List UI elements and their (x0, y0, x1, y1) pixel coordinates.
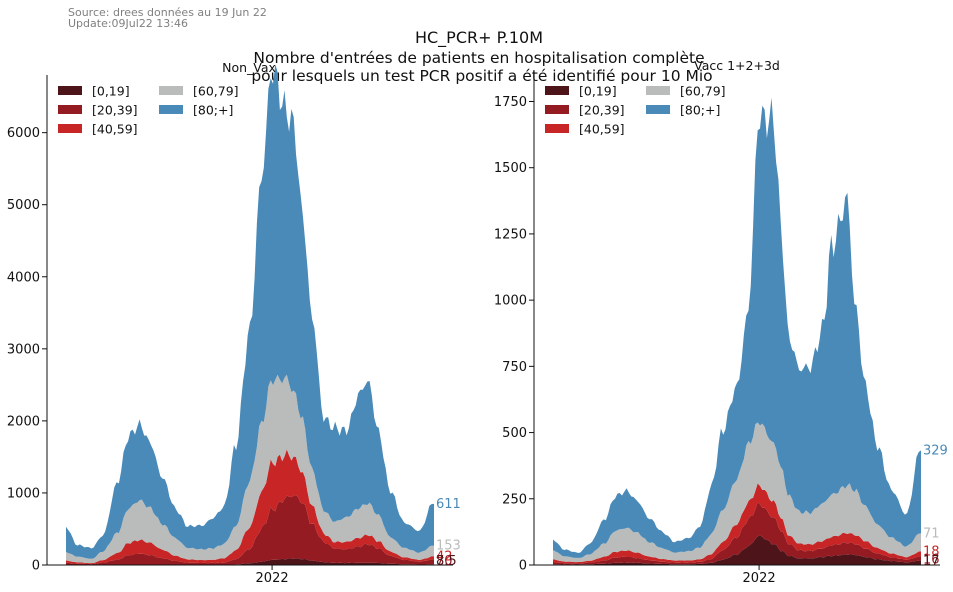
area-60-79 (66, 374, 434, 564)
y-tick-label: 6000 (7, 126, 40, 141)
y-tick-label: 3000 (7, 342, 40, 357)
x-ticks: 2022 (256, 565, 289, 586)
source-line: Source: drees données au 19 Jun 22 (68, 6, 267, 19)
y-tick-label: 1000 (494, 294, 527, 309)
end-label-60-79: 71 (923, 526, 940, 541)
panel-non-vax: 0 1000 2000 3000 4000 5000 6000 2022 Non_Vax [… (7, 60, 461, 586)
legend-swatch-80 (646, 105, 670, 114)
y-ticks: 0 1000 2000 3000 4000 5000 6000 (7, 126, 47, 574)
panel-title: Vacc 1+2+3d (694, 58, 780, 73)
area-40-59 (66, 449, 434, 565)
y-tick-label: 0 (519, 559, 527, 574)
legend-label-60-79: [60,79] (680, 84, 726, 99)
end-label-80: 329 (923, 443, 948, 458)
legend-label-20-39: [20,39] (579, 103, 625, 118)
y-tick-label: 1750 (494, 95, 527, 110)
area-80 (553, 97, 921, 558)
y-tick-label: 4000 (7, 270, 40, 285)
update-line: Update:09Jul22 13:46 (68, 17, 188, 30)
y-tick-label: 2000 (7, 414, 40, 429)
y-tick-label: 750 (502, 360, 527, 375)
y-tick-label: 1250 (494, 227, 527, 242)
y-tick-label: 0 (32, 559, 40, 574)
legend-swatch-0-19 (58, 86, 82, 95)
legend-swatch-20-39 (545, 105, 569, 114)
figure-subtitle-line1: Nombre d'entrées de patients en hospital… (253, 49, 704, 67)
area-60-79 (553, 422, 921, 563)
x-ticks: 2022 (743, 565, 776, 586)
end-label-0-19: 8.5 (436, 554, 457, 569)
legend-swatch-20-39 (58, 105, 82, 114)
legend-label-40-59: [40,59] (579, 122, 625, 137)
area-0-19 (66, 558, 434, 565)
legend-label-20-39: [20,39] (92, 103, 138, 118)
y-tick-label: 1500 (494, 161, 527, 176)
legend-swatch-60-79 (159, 86, 183, 95)
legend-label-60-79: [60,79] (193, 84, 239, 99)
stacked-areas (66, 64, 434, 565)
legend-swatch-60-79 (646, 86, 670, 95)
figure-subtitle-line2: pour lesquels un test PCR positif a été … (251, 67, 712, 85)
area-0-19 (553, 535, 921, 565)
legend-label-40-59: [40,59] (92, 122, 138, 137)
end-label-0-19: 17 (923, 554, 940, 569)
y-tick-label: 5000 (7, 198, 40, 213)
area-80 (66, 64, 434, 559)
y-ticks: 0 250 500 750 1000 1250 1500 1750 (494, 95, 534, 574)
area-40-59 (553, 483, 921, 564)
area-20-39 (553, 502, 921, 565)
stacked-areas (553, 97, 921, 565)
area-20-39 (66, 495, 434, 565)
end-label-20-39: 70 (436, 554, 453, 569)
x-tick-label: 2022 (743, 571, 776, 586)
legend-label-80: [80;+] (680, 103, 720, 118)
end-label-60-79: 153 (436, 539, 461, 554)
legend-label-0-19: [0,19] (92, 84, 130, 99)
end-label-20-39: 16 (923, 552, 940, 567)
panel-vacc: 0 250 500 750 1000 1250 1500 1750 2022 Vacc 1+2… (494, 58, 948, 586)
legend-swatch-0-19 (545, 86, 569, 95)
legend-swatch-80 (159, 105, 183, 114)
legend: [0,19] [20,39] [40,59] [60,79] [80;+] (58, 84, 239, 137)
end-label-40-59: 18 (923, 544, 940, 559)
end-label-80: 611 (436, 497, 461, 512)
y-tick-label: 250 (502, 492, 527, 507)
x-tick-label: 2022 (256, 571, 289, 586)
y-tick-label: 1000 (7, 486, 40, 501)
legend-swatch-40-59 (545, 124, 569, 133)
legend-swatch-40-59 (58, 124, 82, 133)
legend-label-80: [80;+] (193, 103, 233, 118)
panel-title: Non_Vax (222, 60, 276, 75)
y-tick-label: 500 (502, 426, 527, 441)
legend-label-0-19: [0,19] (579, 84, 617, 99)
figure-title: HC_PCR+ P.10M (415, 28, 543, 48)
legend: [0,19] [20,39] [40,59] [60,79] [80;+] (545, 84, 726, 137)
end-label-40-59: 42 (436, 549, 453, 564)
